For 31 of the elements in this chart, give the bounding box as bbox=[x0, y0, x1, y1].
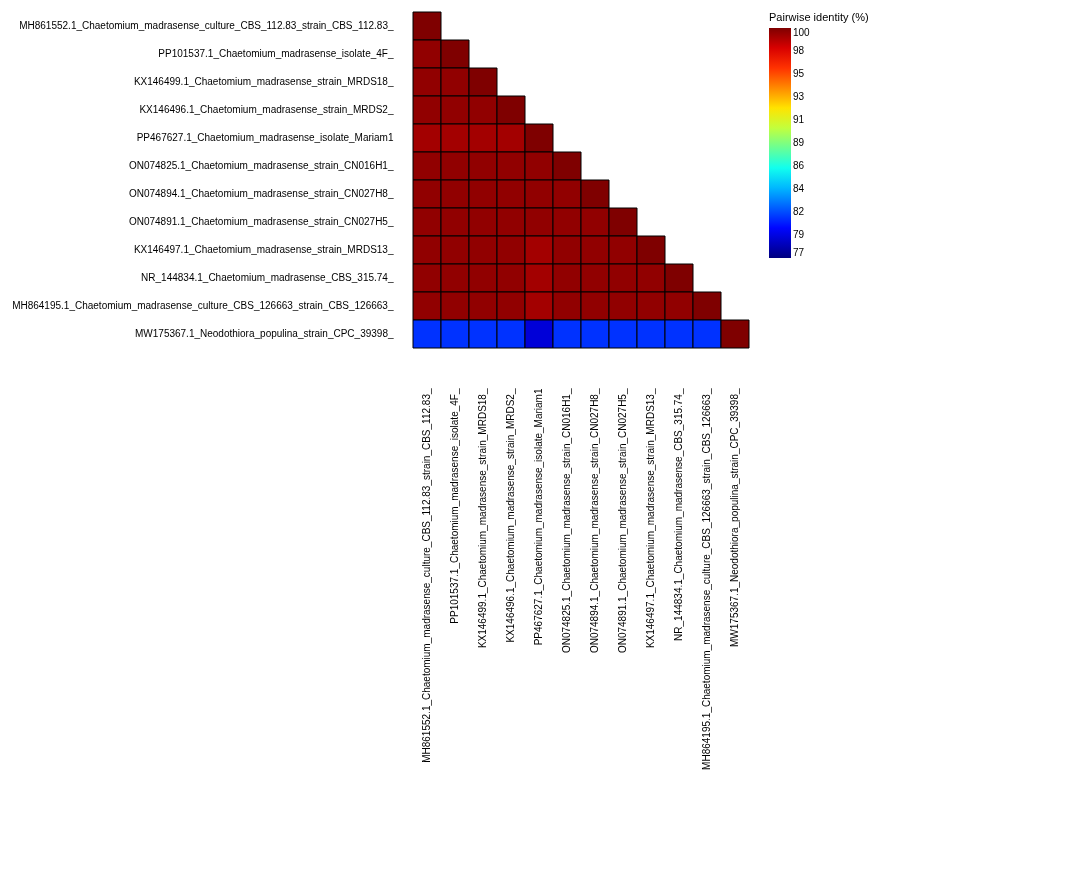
x-tick-label: NR_144834.1_Chaetomium_madrasense_CBS_315.74_ bbox=[673, 388, 684, 641]
y-tick-label: MW175367.1_Neodothiora_populina_strain_CPC_39398_ bbox=[134, 328, 394, 339]
x-tick-label: ON074894.1_Chaetomium_madrasense_strain_CN027H8_ bbox=[589, 388, 600, 654]
x-tick-label: MW175367.1_Neodothiora_populina_strain_CPC_39398_ bbox=[729, 388, 740, 648]
x-tick-label: MH864195.1_Chaetomium_madrasense_culture_CBS_126663_strain_CBS_126663_ bbox=[701, 388, 712, 770]
color-bar-label: 98 bbox=[793, 45, 805, 56]
y-tick-label: ON074891.1_Chaetomium_madrasense_strain_CN027H5_ bbox=[128, 216, 394, 227]
y-tick-label: PP467627.1_Chaetomium_madrasense_isolate_Mariam1 bbox=[136, 132, 394, 143]
color-bar-label: 86 bbox=[793, 160, 805, 171]
y-tick-label: KX146499.1_Chaetomium_madrasense_strain_MRDS18_ bbox=[133, 76, 394, 87]
y-tick-label: PP101537.1_Chaetomium_madrasense_isolate_4F_ bbox=[158, 48, 394, 59]
color-bar-label: 82 bbox=[793, 206, 805, 217]
color-bar-label: 77 bbox=[793, 247, 805, 258]
color-bar-title: Pairwise identity (%) bbox=[769, 11, 869, 23]
y-tick-label: ON074825.1_Chaetomium_madrasense_strain_CN016H1_ bbox=[128, 160, 394, 171]
color-bar-label: 79 bbox=[793, 229, 805, 240]
x-tick-label: ON074891.1_Chaetomium_madrasense_strain_CN027H5_ bbox=[617, 388, 628, 654]
color-bar-label: 93 bbox=[793, 91, 805, 102]
color-bar-label: 91 bbox=[793, 114, 805, 125]
x-tick-label: ON074825.1_Chaetomium_madrasense_strain_CN016H1_ bbox=[561, 388, 572, 654]
y-tick-label: NR_144834.1_Chaetomium_madrasense_CBS_315.74_ bbox=[141, 272, 394, 283]
y-tick-label: KX146497.1_Chaetomium_madrasense_strain_MRDS13_ bbox=[133, 244, 394, 255]
y-tick-label: MH864195.1_Chaetomium_madrasense_culture_CBS_126663_strain_CBS_126663_ bbox=[12, 300, 394, 311]
color-bar-label: 95 bbox=[793, 68, 805, 79]
color-bar-label: 89 bbox=[793, 137, 805, 148]
color-bar-label: 84 bbox=[793, 183, 805, 194]
y-tick-label: ON074894.1_Chaetomium_madrasense_strain_CN027H8_ bbox=[128, 188, 394, 199]
y-tick-label: MH861552.1_Chaetomium_madrasense_culture_CBS_112.83_strain_CBS_112.83_ bbox=[19, 20, 394, 31]
color-bar-label: 100 bbox=[793, 27, 811, 38]
x-tick-label: KX146497.1_Chaetomium_madrasense_strain_MRDS13_ bbox=[645, 388, 656, 649]
y-tick-label: KX146496.1_Chaetomium_madrasense_strain_MRDS2_ bbox=[139, 104, 394, 115]
